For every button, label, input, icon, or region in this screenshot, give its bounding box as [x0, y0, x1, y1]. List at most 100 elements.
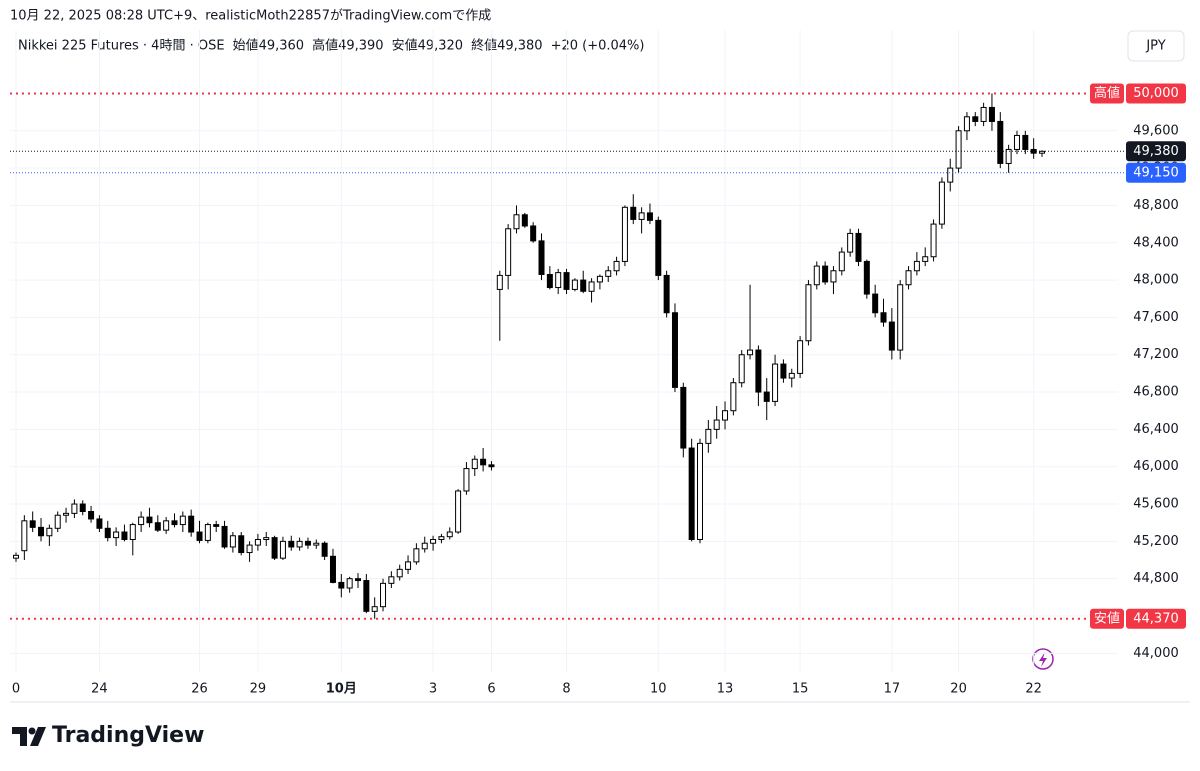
y-tick-label: 46,800 [1133, 385, 1179, 400]
candle-body [1005, 148, 1012, 164]
price-label-box [1126, 608, 1186, 629]
x-tick-label: 10 [650, 682, 667, 697]
candle-body [630, 206, 637, 220]
candle-body [204, 524, 211, 541]
candle-body [805, 284, 812, 342]
y-tick-label: 44,000 [1133, 646, 1179, 661]
candle-body [646, 212, 653, 221]
candle-body [163, 520, 170, 531]
candle-body [588, 281, 595, 292]
candle-body [605, 270, 612, 277]
candle-body [29, 520, 36, 528]
price-name: 高値 [1094, 85, 1120, 101]
x-tick-label: 13 [717, 682, 734, 697]
candle-body [505, 228, 512, 276]
candle-body [363, 580, 370, 612]
y-tick-label: 45,600 [1133, 497, 1179, 512]
candle-body [513, 214, 520, 230]
candle-body [546, 273, 553, 289]
y-tick-label: 49,600 [1133, 123, 1179, 138]
candle-body [421, 542, 428, 550]
candle-body [13, 554, 19, 559]
candle-body [254, 538, 261, 546]
candle-body [521, 214, 528, 227]
candle-body [488, 464, 495, 468]
candle-body [855, 232, 862, 262]
currency-button[interactable] [1127, 30, 1185, 62]
x-tick-label: 29 [250, 682, 267, 697]
candle-body [313, 542, 320, 546]
legend-item: 安値49,320 [392, 38, 464, 54]
candle-body [955, 130, 962, 169]
x-tick-label: 17 [884, 682, 901, 697]
candle-body [430, 538, 437, 544]
candle-body [680, 386, 687, 449]
candle-body [46, 527, 53, 537]
y-tick-label: 45,200 [1133, 534, 1179, 549]
candle-body [722, 410, 729, 421]
candle-body [880, 312, 887, 323]
y-tick-label: 48,400 [1133, 235, 1179, 250]
candle-body [530, 225, 537, 242]
currency[interactable]: JPY [1145, 39, 1165, 54]
candle-body [96, 518, 103, 529]
candle-body [897, 284, 904, 351]
x-tick-label: 6 [487, 682, 495, 697]
legend-item: 高値49,390 [312, 38, 384, 54]
y-tick-label: 44,800 [1133, 571, 1179, 586]
y-tick-label: 46,400 [1133, 422, 1179, 437]
candle-body [888, 321, 895, 351]
candle-body [813, 265, 820, 286]
candle-body [863, 260, 870, 295]
candle-body [88, 511, 95, 520]
candle-body [988, 106, 995, 122]
candle-body [463, 468, 470, 492]
candle-body [747, 349, 754, 356]
legend-item: 終値49,380 [471, 38, 543, 54]
candle-body [455, 490, 462, 533]
candle-body [238, 535, 245, 554]
candle-body [480, 458, 487, 466]
candle-body [338, 581, 345, 589]
candle-body [738, 354, 745, 384]
candle-body [188, 515, 195, 533]
candle-body [221, 525, 228, 548]
candle-body [555, 272, 562, 289]
price-label: 50,000 [1133, 86, 1179, 101]
y-tick-label: 46,000 [1133, 459, 1179, 474]
candle-body [413, 548, 420, 563]
x-tick-label: 26 [191, 682, 208, 697]
candle-body [688, 447, 695, 540]
candle-body [938, 181, 945, 225]
candle-body [38, 526, 45, 537]
price-label-box [1126, 141, 1186, 162]
y-tick-label: 48,000 [1133, 273, 1179, 288]
candle-body [780, 363, 787, 379]
candle-body [697, 442, 703, 540]
logo-mark [12, 727, 46, 746]
candle-body [705, 428, 712, 444]
candle-body [947, 167, 954, 183]
candle-body [296, 540, 303, 548]
candle-body [471, 458, 478, 470]
legend-item: 始値49,360 [233, 38, 305, 54]
price-name: 安値 [1094, 610, 1120, 626]
candle-body [913, 260, 920, 272]
candle-body [830, 270, 837, 283]
candle-body [54, 514, 61, 529]
candle-body [638, 212, 645, 220]
candle-body [838, 251, 845, 272]
y-tick-label: 47,600 [1133, 310, 1179, 325]
price-label: 49,380 [1133, 144, 1179, 159]
candle-body [763, 391, 770, 402]
candle-body [121, 531, 128, 540]
candle-body [755, 349, 762, 393]
candle-body [346, 578, 353, 589]
x-tick-label: 3 [429, 682, 437, 697]
candle-body [797, 340, 804, 374]
price-name-box [1090, 83, 1124, 104]
candle-body [621, 206, 628, 262]
candle-body [263, 537, 270, 540]
candle-body [396, 568, 403, 578]
